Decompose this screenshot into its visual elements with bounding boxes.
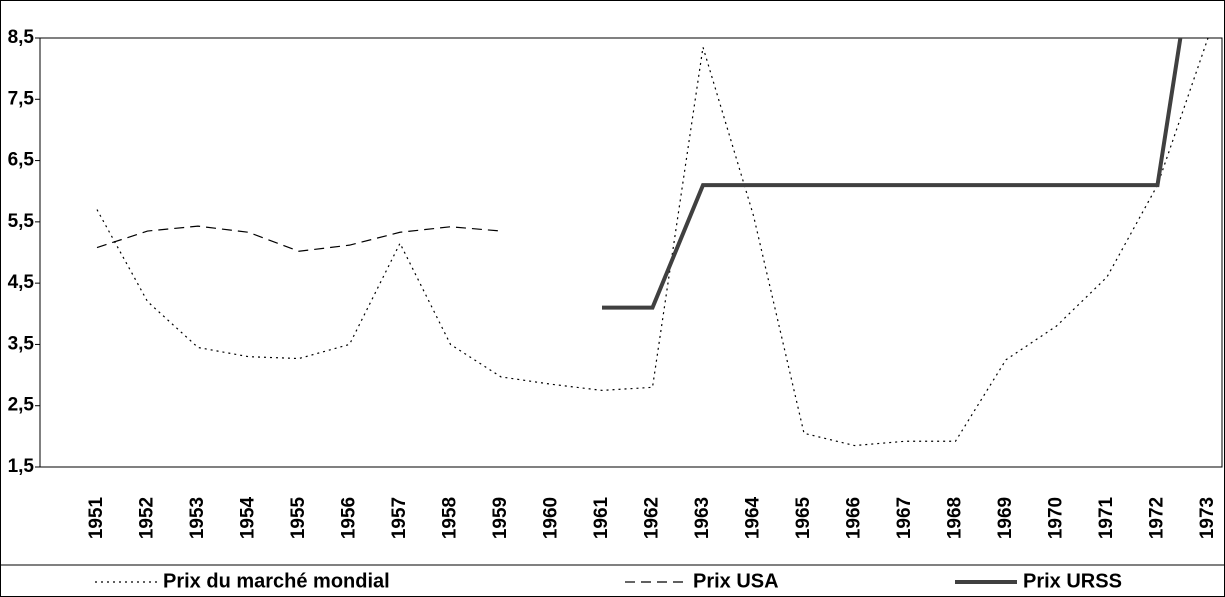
y-tick-label: 5,5 bbox=[8, 211, 35, 232]
x-tick-label: 1969 bbox=[995, 497, 1016, 539]
y-tick-label: 8,5 bbox=[8, 27, 35, 48]
x-tick-label: 1953 bbox=[187, 497, 208, 539]
x-tick-label: 1973 bbox=[1197, 497, 1218, 539]
series-line bbox=[602, 38, 1183, 310]
y-tick-label: 1,5 bbox=[8, 456, 35, 477]
x-tick-label: 1961 bbox=[591, 496, 612, 539]
x-tick-label: 1951 bbox=[86, 496, 107, 539]
series-line bbox=[96, 38, 1209, 447]
x-tick-label: 1968 bbox=[945, 497, 966, 539]
x-tick-label: 1959 bbox=[490, 497, 511, 539]
legend-label: Prix USA bbox=[693, 570, 779, 592]
y-tick-label: 3,5 bbox=[8, 333, 35, 354]
x-tick-label: 1967 bbox=[894, 497, 915, 539]
plot-lines bbox=[96, 38, 1209, 447]
y-tick-label: 7,5 bbox=[8, 88, 35, 109]
x-tick-label: 1965 bbox=[793, 496, 814, 539]
x-tick-label: 1954 bbox=[238, 496, 259, 539]
x-tick-label: 1966 bbox=[844, 497, 865, 539]
x-tick-label: 1956 bbox=[339, 497, 360, 539]
x-tick-label: 1952 bbox=[137, 497, 158, 539]
plot-area bbox=[39, 37, 1223, 468]
x-tick-label: 1958 bbox=[440, 497, 461, 539]
x-tick-label: 1972 bbox=[1147, 497, 1168, 539]
x-tick-label: 1955 bbox=[288, 496, 309, 539]
y-tick-label: 6,5 bbox=[8, 150, 35, 171]
x-tick-label: 1960 bbox=[541, 497, 562, 539]
x-tick-label: 1962 bbox=[642, 497, 663, 539]
x-tick-label: 1964 bbox=[743, 496, 764, 539]
legend-label: Prix du marché mondial bbox=[163, 570, 390, 592]
y-tick-label: 4,5 bbox=[8, 272, 35, 293]
legend-label: Prix URSS bbox=[1023, 570, 1122, 592]
y-tick-label: 2,5 bbox=[8, 395, 35, 416]
x-tick-label: 1971 bbox=[1096, 496, 1117, 539]
x-tick-label: 1963 bbox=[692, 497, 713, 539]
series-line bbox=[96, 225, 502, 252]
x-tick-label: 1970 bbox=[1046, 497, 1067, 539]
x-tick-label: 1957 bbox=[389, 497, 410, 539]
